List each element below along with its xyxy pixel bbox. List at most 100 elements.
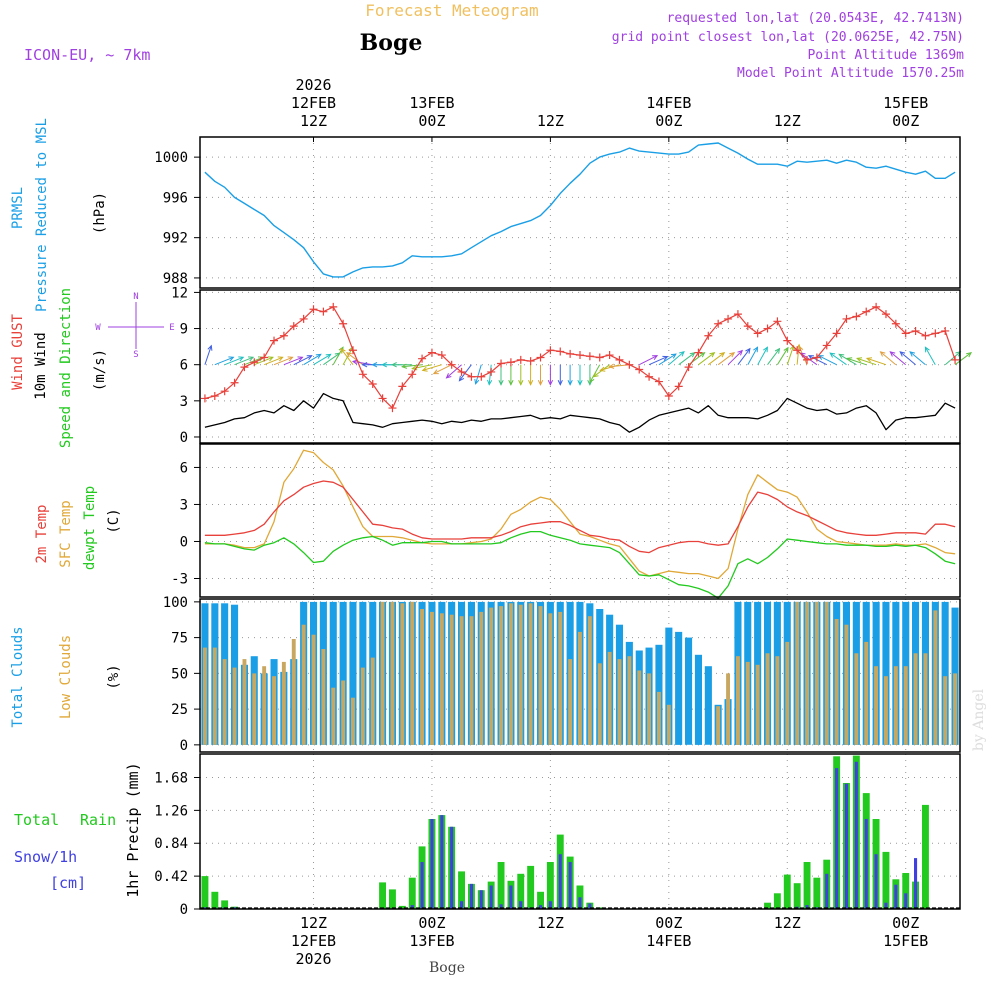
wind-arrow — [776, 347, 789, 365]
wind-gust-marker — [595, 353, 604, 362]
wind-gust-marker — [260, 353, 269, 362]
top-time-label: 12Z — [774, 112, 801, 130]
wind-gust-marker — [368, 379, 377, 388]
wind-gust-marker — [664, 392, 673, 401]
low-cloud-bar — [360, 667, 365, 745]
wind-arrow — [678, 352, 696, 366]
bottom-time-label: 00Z — [418, 914, 445, 932]
wind-gust-marker — [654, 377, 663, 386]
wind-arrow — [273, 356, 293, 366]
snow-bar — [854, 761, 858, 909]
wind-arrow — [880, 351, 897, 366]
precip-total-bar — [398, 905, 406, 909]
wind-gust-marker — [250, 358, 259, 367]
low-cloud-bar — [607, 651, 612, 745]
wind-arrowhead — [557, 379, 563, 386]
precip-label-rain: Rain — [80, 811, 116, 829]
snow-bar — [440, 815, 444, 909]
low-cloud-bar — [726, 673, 730, 745]
temp-axis-label: dewpt Temp — [82, 486, 98, 570]
wind-gust-marker — [408, 370, 417, 379]
wind-arrow — [829, 352, 847, 366]
snow-bar — [815, 907, 819, 909]
wind-arrowhead — [528, 379, 534, 386]
wind-gust-marker — [763, 324, 772, 333]
wind-axis-label: Speed and Direction — [58, 288, 74, 448]
low-cloud-bar — [351, 697, 355, 745]
low-cloud-bar — [509, 603, 513, 745]
wind-gust-marker — [733, 310, 742, 319]
wind-arrowhead — [248, 356, 255, 362]
snow-bar — [894, 884, 898, 909]
wind-arrow — [658, 353, 677, 366]
bottom-time-label: 00Z — [892, 914, 919, 932]
snow-bar — [568, 862, 572, 909]
precip-axis-label: 1hr Precip (mm) — [124, 762, 142, 897]
wind-gust-marker — [872, 302, 881, 311]
top-time-label: 14FEB — [646, 94, 691, 112]
wind-gust-marker — [200, 394, 209, 403]
watermark: by Angel — [971, 688, 987, 751]
wind-gust-marker — [625, 360, 634, 369]
low-cloud-bar — [203, 647, 207, 745]
precip-total-bar — [576, 885, 584, 909]
bottom-time-label: 12FEB — [291, 932, 336, 950]
precip-total-bar — [517, 873, 525, 909]
low-cloud-bar — [617, 659, 622, 745]
low-cloud-bar — [242, 659, 247, 745]
low-cloud-bar — [459, 616, 464, 745]
top-time-label: 12Z — [300, 112, 327, 130]
wind-gust-marker — [270, 336, 279, 345]
low-cloud-bar — [400, 603, 405, 745]
precip-total-bar — [793, 883, 801, 909]
bottom-time-label: 2026 — [295, 950, 331, 968]
low-cloud-bar — [775, 656, 780, 745]
wind-gust-marker — [457, 367, 466, 376]
low-cloud-bar — [410, 601, 415, 745]
wind-arrowhead — [709, 351, 716, 358]
low-cloud-bar — [499, 606, 503, 745]
snow-bar — [233, 907, 237, 909]
snow-bar — [420, 862, 424, 909]
wind-gust-marker — [289, 322, 298, 331]
wind-gust-marker — [714, 319, 723, 328]
wind-gust-marker — [615, 355, 624, 364]
total-cloud-bar — [339, 601, 347, 745]
low-cloud-bar — [795, 601, 800, 745]
wind-gust-marker — [793, 346, 802, 355]
low-cloud-bar — [558, 611, 563, 745]
top-time-label: 2026 — [295, 76, 331, 94]
wind-arrowhead — [391, 362, 397, 368]
wind-arrow — [638, 355, 658, 366]
low-cloud-bar — [864, 641, 869, 745]
wind-gust-marker — [388, 404, 397, 413]
wind-arrow — [433, 364, 452, 375]
wind-arrowhead — [745, 347, 751, 354]
wind-arrowhead — [789, 344, 795, 351]
bottom-time-label: 12Z — [300, 914, 327, 932]
wind-arrow — [786, 345, 795, 365]
pressure-ytick-label: 1000 — [154, 150, 188, 166]
low-cloud-bar — [390, 601, 395, 745]
wind-arrowhead — [592, 372, 599, 378]
wind-arrowhead — [798, 345, 804, 352]
wind-arrowhead — [829, 352, 836, 358]
wind-axis-label: (m/s) — [92, 349, 108, 391]
snow-bar — [844, 783, 848, 909]
wind-arrowhead — [228, 356, 235, 362]
low-cloud-bar — [805, 601, 809, 745]
wind-speed-line — [204, 392, 956, 433]
pressure-ytick-label: 996 — [163, 190, 188, 206]
wind-arrowhead — [325, 353, 332, 359]
wind-arrow — [808, 355, 828, 366]
total-cloud-bar — [349, 601, 357, 745]
precip-ytick-label: 1.68 — [154, 770, 188, 786]
precip-label-snow: Snow/1h — [14, 848, 77, 866]
wind-panel-frame — [199, 289, 961, 444]
wind-gust-marker — [862, 307, 871, 316]
temp-ytick-label: 3 — [180, 497, 188, 513]
temp-ytick-label: 6 — [180, 460, 188, 476]
wind-gust-marker — [931, 329, 940, 338]
bottom-time-label: 12Z — [774, 914, 801, 932]
pressure-axis-label: Pressure Reduced to MSL — [34, 118, 50, 312]
